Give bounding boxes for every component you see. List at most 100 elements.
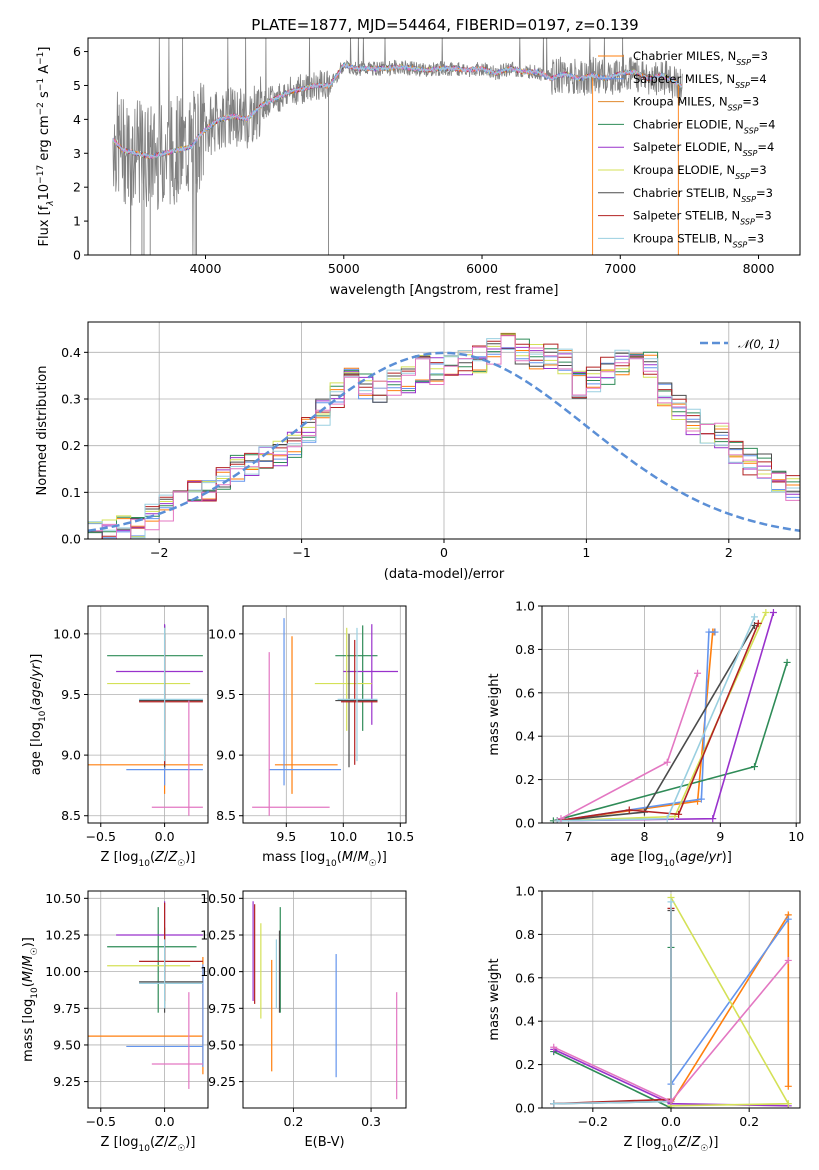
x-tick-label: 10.0 — [329, 829, 357, 844]
axes-frame — [87, 890, 209, 1109]
y-axis-label: age [log10(age/yr)] — [29, 654, 48, 776]
x-axis-label-part: Z [log — [101, 1135, 139, 1150]
y-tick-label: 0.4 — [515, 729, 535, 744]
histogram-step — [88, 333, 800, 534]
series-marker — [625, 806, 633, 814]
legend-label: 𝒩(0, 1) — [738, 337, 780, 351]
y-tick-label: 6 — [73, 44, 81, 59]
x-axis-label-part: 10 — [661, 1144, 673, 1154]
y-axis-label-part: −1 — [36, 52, 46, 65]
y-tick-label: 10.25 — [45, 927, 81, 942]
legend-label-part: SSP — [728, 103, 743, 112]
mass-vs-Z-panel: −0.5 0.0 9.25 9.50 9.75 10.00 10.25 10.50 Z [log… — [21, 890, 209, 1154]
y-tick-label: 8.5 — [61, 808, 81, 823]
y-axis-label-part: M — [21, 955, 36, 966]
series-line — [557, 625, 756, 822]
y-tick-label: 0.4 — [515, 1014, 535, 1029]
series-marker — [675, 810, 683, 818]
figure-title: PLATE=1877, MJD=54464, FIBERID=0197, z=0… — [251, 16, 638, 34]
legend-label: Salpeter STELIB, NSSP=3 — [633, 209, 772, 227]
y-tick-label: 0.8 — [515, 927, 535, 942]
x-tick-label: 0.2 — [739, 1114, 759, 1129]
y-tick-label: 9.5 — [61, 687, 81, 702]
legend-label-part: SSP — [733, 240, 748, 249]
series-marker — [663, 815, 671, 823]
plot-area — [549, 609, 791, 823]
x-axis-label-part: ( — [673, 1135, 678, 1150]
histogram-step — [88, 335, 800, 539]
series-line — [557, 623, 760, 822]
x-tick-label: 7000 — [604, 261, 636, 276]
legend-label-part: SSP — [740, 217, 755, 226]
x-axis-label-part: E(B-V) — [304, 1135, 344, 1150]
x-tick-label: 10 — [788, 829, 804, 844]
y-axis-label-part: )] — [29, 654, 44, 664]
series-marker — [769, 609, 777, 617]
y-tick-label: 9.5 — [216, 687, 236, 702]
y-tick-label: 0.2 — [515, 1057, 535, 1072]
x-axis-label-part: / — [164, 850, 169, 865]
series-marker — [663, 758, 671, 766]
x-axis-label: (data-model)/error — [384, 567, 505, 582]
legend-label-part: SSP — [736, 58, 751, 67]
y-tick-label: 10.00 — [45, 964, 81, 979]
series-marker — [711, 628, 719, 636]
y-tick-label: 10.0 — [53, 626, 81, 641]
y-axis-label-part: M — [21, 971, 36, 982]
x-axis-label: Z [log10(Z/Z☉)] — [624, 1135, 719, 1154]
plot-area — [88, 901, 204, 1089]
axes-frame — [541, 605, 801, 824]
x-axis-label-part: age — [680, 850, 704, 865]
mass-vs-ebv-panel: 0.2 0.3 9.25 9.50 9.75 10.00 10.25 10.50 E(B-V) — [200, 890, 407, 1150]
x-axis-label: mass [log10(M/M☉)] — [262, 850, 387, 869]
x-tick-label: 9.5 — [276, 829, 296, 844]
x-tick-label: −2 — [150, 545, 168, 560]
series-marker — [762, 609, 770, 617]
axes-frame — [87, 321, 801, 540]
x-tick-label: 2 — [725, 545, 733, 560]
x-tick-label: 8 — [640, 829, 648, 844]
x-axis-label-part: ( — [675, 850, 680, 865]
x-axis-label-part: Z — [154, 850, 165, 865]
histogram-step — [88, 338, 800, 539]
x-tick-label: 7 — [565, 829, 573, 844]
x-tick-label: −0.5 — [86, 829, 116, 844]
y-axis-label: mass weight — [487, 958, 502, 1040]
histogram-step — [88, 343, 800, 539]
x-axis-label-part: ( — [150, 1135, 155, 1150]
x-tick-label: 9 — [716, 829, 724, 844]
legend-label-part: Chabrier ELODIE, N — [633, 117, 744, 131]
y-tick-label: 0.3 — [61, 392, 81, 407]
y-tick-label: 10.00 — [200, 964, 236, 979]
x-axis-label-part: 10 — [138, 1144, 150, 1154]
series-marker — [750, 763, 758, 771]
series-line — [553, 947, 672, 1108]
y-axis-label-part: )] — [21, 937, 36, 947]
x-tick-label: 0 — [440, 545, 448, 560]
x-tick-label: 10.5 — [386, 829, 414, 844]
x-axis-label: wavelength [Angstrom, rest frame] — [330, 283, 559, 298]
y-tick-label: 9.50 — [208, 1037, 236, 1052]
y-tick-label: 2 — [73, 180, 81, 195]
legend-label-part: Salpeter ELODIE, N — [633, 140, 743, 154]
y-axis-label-part: s — [37, 91, 52, 102]
y-axis-label-part: / — [29, 676, 44, 681]
y-tick-label: 9.50 — [53, 1037, 81, 1052]
x-axis-label-part: mass [log — [262, 850, 325, 865]
legend-label: Kroupa ELODIE, NSSP=3 — [633, 163, 767, 181]
y-tick-label: 9.75 — [208, 1001, 236, 1016]
series-marker — [784, 1100, 792, 1108]
y-tick-label: 10.50 — [200, 891, 236, 906]
x-axis-label-part: Z [log — [101, 850, 139, 865]
x-axis-label-part: 10 — [663, 859, 675, 869]
x-axis-label-part: Z — [690, 1135, 701, 1150]
plot-area — [252, 901, 398, 1100]
y-tick-label: 0.4 — [61, 345, 81, 360]
x-tick-label: −1 — [292, 545, 310, 560]
legend-label-part: =3 — [755, 209, 772, 223]
legend-label-part: SSP — [743, 149, 758, 158]
y-axis-label-part: yr — [29, 662, 44, 678]
normal-curve — [88, 351, 800, 533]
